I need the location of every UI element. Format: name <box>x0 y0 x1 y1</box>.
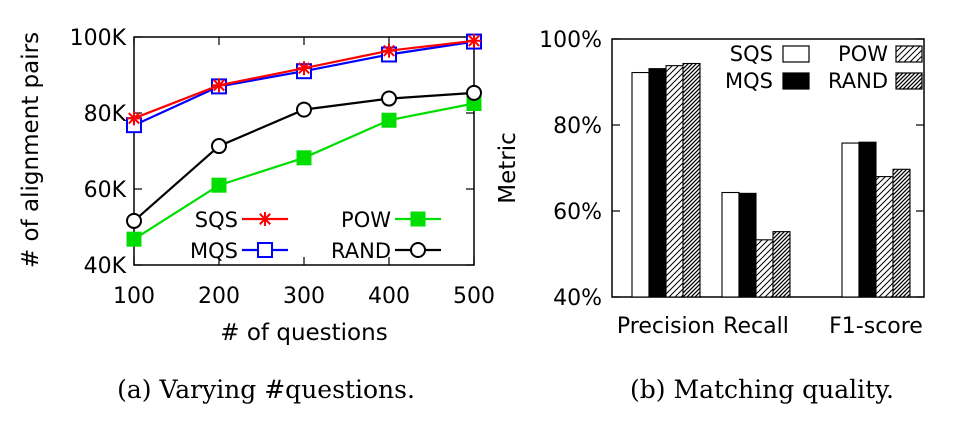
y-tick-label-b: 100% <box>539 28 602 53</box>
x-tick-label-a: 300 <box>283 284 325 309</box>
legend-label-pow: POW <box>341 208 391 232</box>
y-tick-label-a: 100K <box>70 26 127 51</box>
x-tick-label-a: 100 <box>113 284 155 309</box>
legend-point-mqs <box>257 242 273 258</box>
legend-label-rand-b: RAND <box>828 69 888 93</box>
data-point-pow <box>381 112 397 128</box>
legend-swatch-pow-b <box>895 45 923 63</box>
legend-point-sqs <box>258 212 272 226</box>
x-tick-label-a: 400 <box>368 284 410 309</box>
data-point-sqs <box>382 43 396 58</box>
y-tick-label-a: 80K <box>84 102 127 127</box>
y-axis-ticks-a: 40K 60K 80K 100K <box>70 26 474 279</box>
data-point-rand <box>466 84 482 101</box>
legend-marker-mqs <box>242 242 288 258</box>
legend-swatch-rand-b <box>895 72 923 90</box>
x-axis-ticks-a: 100 200 300 400 500 <box>113 37 495 309</box>
bar-recall-rand <box>772 231 791 298</box>
legend-label-sqs: SQS <box>195 208 238 232</box>
x-axis-label-a: # of questions <box>220 320 387 346</box>
legend-point-pow <box>410 211 426 227</box>
bar-f1-score-mqs <box>858 141 877 298</box>
legend-marker-rand <box>395 242 441 258</box>
legend-b: SQS POW MQS RAND <box>725 42 923 93</box>
legend-label-sqs-b: SQS <box>730 42 773 66</box>
data-point-pow <box>211 177 227 193</box>
x-axis-categories-b: Precision Recall F1-score <box>617 314 923 339</box>
y-axis-label-a: # of alignment pairs <box>18 32 44 268</box>
data-point-rand <box>381 90 397 107</box>
bar-recall-sqs <box>721 191 740 298</box>
caption-a: (a) Varying #questions. <box>117 375 415 404</box>
data-point-pow <box>126 231 142 247</box>
legend-marker-pow <box>395 211 441 227</box>
legend-swatch-mqs-b <box>782 72 810 90</box>
legend-label-mqs: MQS <box>190 239 238 263</box>
legend-label-rand: RAND <box>331 239 391 263</box>
y-axis-ticks-b: 40% 60% 80% 100% <box>539 28 924 311</box>
legend-swatch-sqs-b <box>782 45 810 63</box>
y-tick-label-b: 60% <box>553 200 602 225</box>
y-tick-label-a: 60K <box>84 178 127 203</box>
x-tick-label-a: 500 <box>453 284 495 309</box>
bar-f1-score-pow <box>875 176 894 298</box>
legend-point-rand <box>410 242 426 258</box>
bar-f1-score-sqs <box>841 142 860 298</box>
y-tick-label-a: 40K <box>84 254 127 279</box>
data-point-rand <box>296 101 312 118</box>
data-point-pow <box>296 150 312 166</box>
bars-group-b <box>631 62 911 298</box>
data-point-sqs <box>467 33 481 48</box>
bar-precision-rand <box>682 62 701 298</box>
data-point-rand <box>211 138 227 155</box>
legend-marker-sqs <box>242 212 288 226</box>
x-category-label-b: Recall <box>723 314 789 339</box>
x-category-label-b: F1-score <box>829 314 923 339</box>
x-tick-label-a: 200 <box>198 284 240 309</box>
line-chart-varying-questions: 40K 60K 80K 100K 100 200 300 400 500 # of quest… <box>18 26 495 404</box>
series-group-a <box>126 33 482 247</box>
bar-precision-sqs <box>631 71 650 298</box>
bar-precision-mqs <box>648 68 667 298</box>
bar-recall-mqs <box>738 192 757 298</box>
caption-b: (b) Matching quality. <box>630 375 894 404</box>
data-point-sqs <box>212 78 226 93</box>
y-tick-label-b: 80% <box>553 114 602 139</box>
data-point-sqs <box>127 111 141 126</box>
x-category-label-b: Precision <box>617 314 715 339</box>
bar-precision-pow <box>665 65 684 298</box>
legend-label-pow-b: POW <box>838 42 888 66</box>
y-tick-label-b: 40% <box>553 286 602 311</box>
bar-f1-score-rand <box>892 168 911 298</box>
bar-recall-pow <box>755 239 774 298</box>
y-axis-label-b: Metric <box>495 132 521 204</box>
legend-label-mqs-b: MQS <box>725 69 773 93</box>
bar-chart-matching-quality: 40% 60% 80% 100% Precision Recall F1-score Me… <box>495 28 925 404</box>
legend-a: SQS POW MQS RAND <box>190 208 441 263</box>
data-point-sqs <box>297 61 311 76</box>
data-point-rand <box>126 212 142 229</box>
